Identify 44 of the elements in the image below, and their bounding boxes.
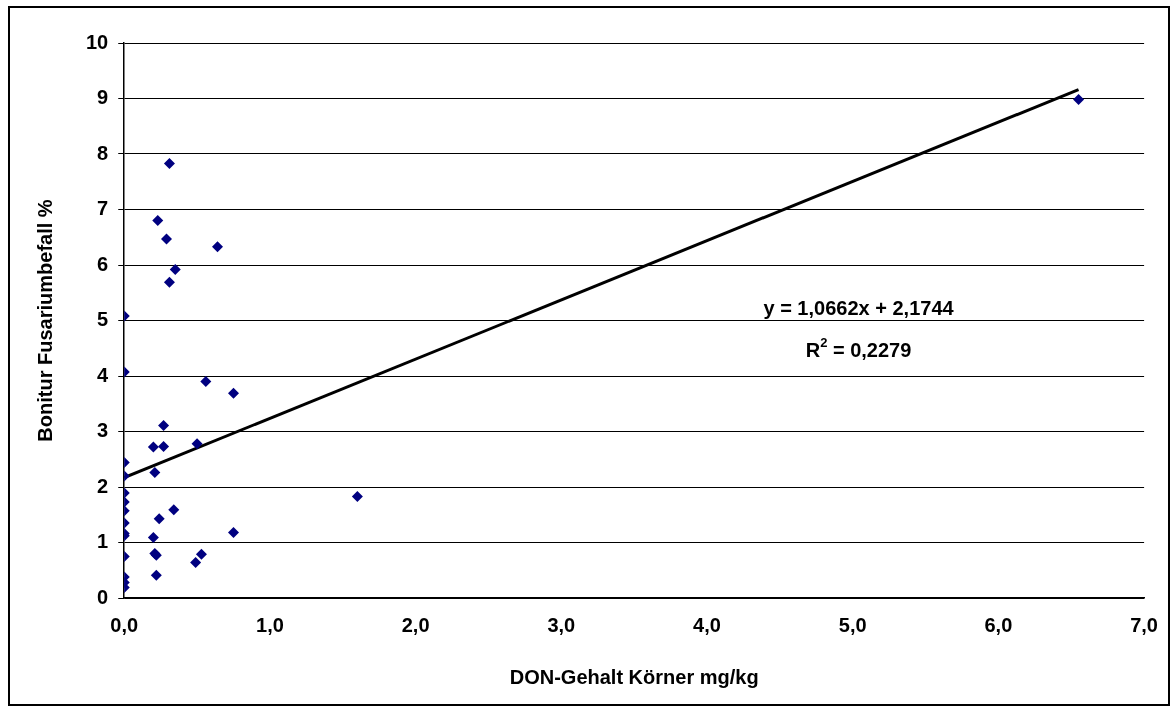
x-tick-label: 4,0 [693,613,721,636]
point [168,504,180,516]
y-tick-label: 3 [97,419,109,442]
point [190,556,202,568]
y-tick-label: 1 [97,530,109,553]
y-tick-label: 2 [97,474,109,497]
point [163,276,175,288]
y-tick-label: 10 [86,30,109,53]
point [169,263,181,275]
point [1073,94,1085,106]
point [211,241,223,253]
y-tick-label: 7 [97,197,109,220]
point [163,157,175,169]
y-tick-label: 6 [97,252,109,275]
x-tick-label: 2,0 [401,613,430,636]
point [195,548,207,560]
point [147,441,159,453]
point [161,233,172,245]
x-tick-label: 3,0 [547,613,576,636]
x-tick-label: 7,0 [1130,613,1158,636]
y-tick-label: 4 [97,363,110,386]
point [147,532,159,544]
point [150,569,162,581]
point [158,419,170,431]
annotation: y = 1,0662x + 2,1744 [763,296,955,319]
x-axis-title: DON-Gehalt Körner mg/kg [509,665,759,688]
point [191,438,203,450]
y-tick-label: 9 [97,86,109,109]
point [228,387,240,399]
x-tick-label: 5,0 [838,613,867,636]
y-tick-label: 0 [97,585,109,608]
point [158,440,170,452]
point [351,490,363,502]
point [153,513,165,525]
point [200,376,212,388]
x-tick-label: 0,0 [110,613,139,636]
y-axis-title: Bonitur Fusariumbefall % [33,199,56,442]
x-tick-label: 6,0 [984,613,1013,636]
point [152,215,164,227]
y-tick-label: 8 [97,141,109,164]
y-tick-label: 5 [97,308,109,331]
x-tick-label: 1,0 [256,613,284,636]
point [228,527,240,539]
point [149,467,161,479]
